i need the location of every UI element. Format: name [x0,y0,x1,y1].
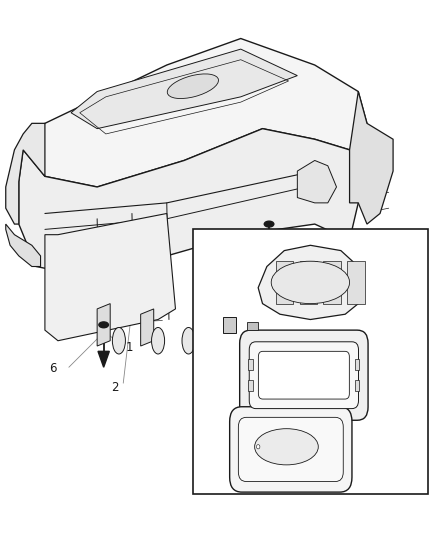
FancyBboxPatch shape [240,330,368,420]
Ellipse shape [256,445,260,449]
PathPatch shape [350,92,393,224]
Polygon shape [98,351,110,367]
PathPatch shape [45,214,176,341]
PathPatch shape [71,49,297,128]
Text: 5: 5 [196,343,204,356]
Ellipse shape [152,327,165,354]
PathPatch shape [97,304,110,346]
PathPatch shape [355,381,359,391]
PathPatch shape [6,224,41,266]
Ellipse shape [167,74,219,99]
Ellipse shape [254,429,318,465]
Text: 4: 4 [385,375,392,388]
Text: 1: 1 [125,341,133,353]
FancyBboxPatch shape [238,417,343,481]
Ellipse shape [182,327,195,354]
PathPatch shape [6,123,45,224]
PathPatch shape [248,381,253,391]
Ellipse shape [271,261,350,304]
PathPatch shape [300,261,317,304]
PathPatch shape [323,261,341,304]
PathPatch shape [347,261,365,304]
Ellipse shape [264,221,274,227]
Polygon shape [263,248,275,264]
PathPatch shape [258,245,363,319]
PathPatch shape [247,322,258,330]
Text: 1: 1 [336,280,344,293]
Text: 6: 6 [49,362,57,375]
Text: 2: 2 [111,381,119,394]
PathPatch shape [248,359,253,370]
Bar [193,229,428,495]
PathPatch shape [297,160,336,203]
Text: 6: 6 [336,306,344,320]
FancyBboxPatch shape [258,351,350,399]
PathPatch shape [276,261,293,304]
Ellipse shape [99,322,109,328]
FancyBboxPatch shape [230,407,352,492]
Ellipse shape [113,327,125,354]
PathPatch shape [23,38,367,187]
PathPatch shape [141,309,154,346]
FancyBboxPatch shape [249,342,358,409]
Text: 3: 3 [385,463,392,475]
PathPatch shape [355,359,359,370]
PathPatch shape [19,128,358,277]
PathPatch shape [223,317,237,333]
